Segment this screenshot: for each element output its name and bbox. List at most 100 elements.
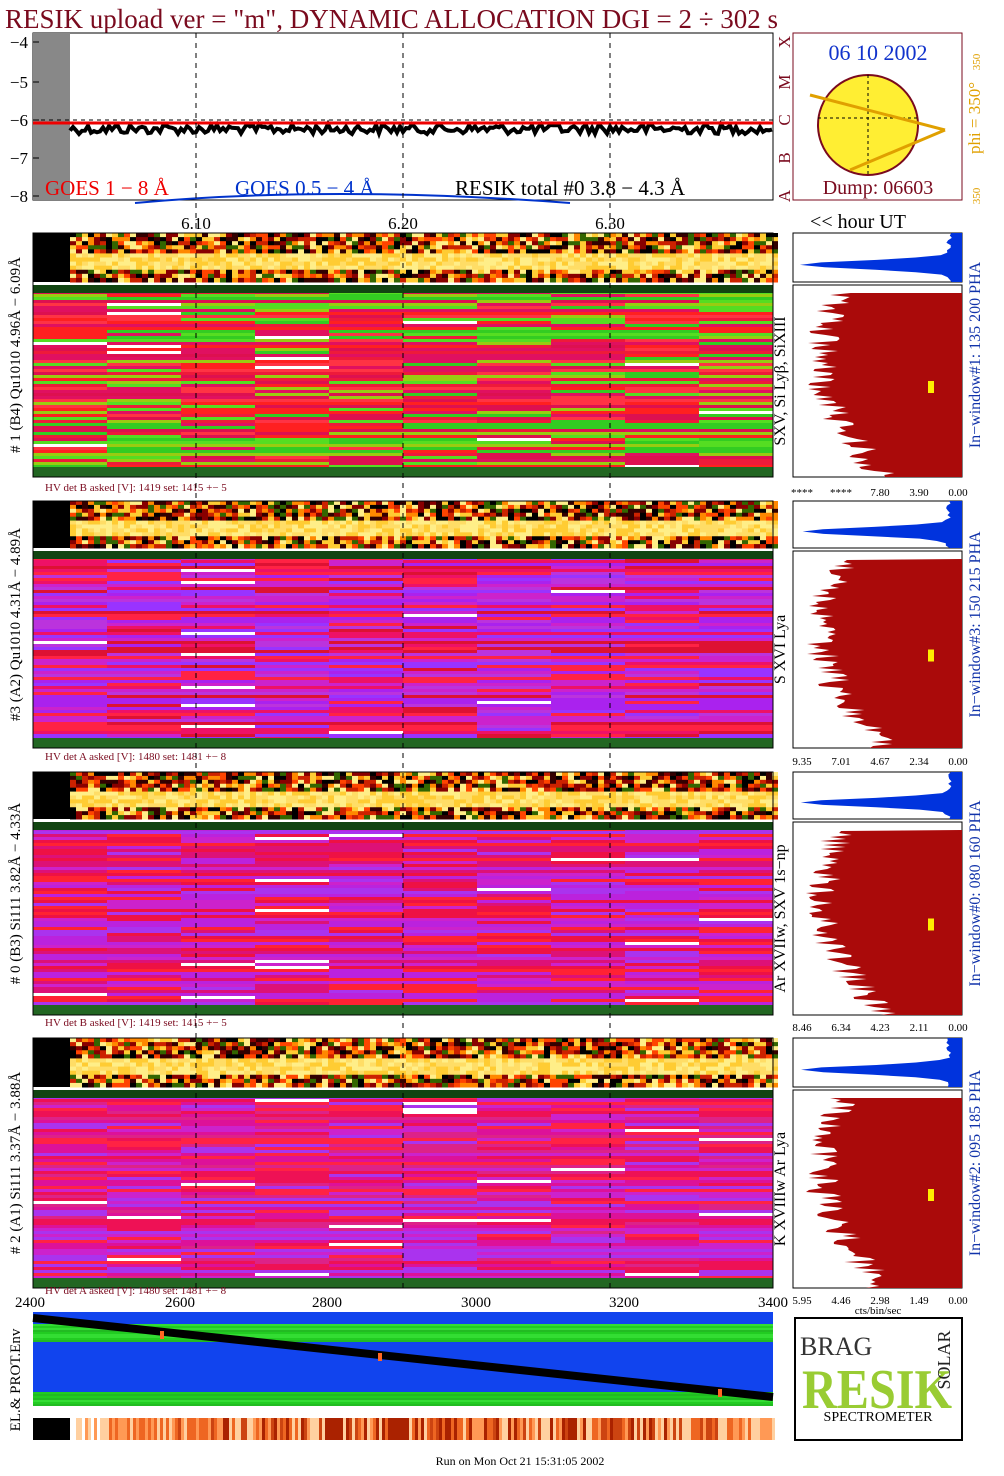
strip-cell [742,265,748,271]
strip-cell [556,791,562,796]
map-cell [625,569,700,573]
map-cell [477,330,552,334]
strip-cell [340,524,346,529]
strip-cell [274,249,280,254]
strip-cell [472,528,478,533]
strip-cell [172,277,178,283]
strip-cell [436,779,442,785]
strip-cell [718,245,724,250]
strip-cell [388,273,394,279]
map-cell [477,360,552,364]
strip-cell [142,779,148,785]
strip-cell [574,233,580,238]
map-cell [699,363,774,367]
strip-cell [772,265,778,271]
strip-cell [88,508,94,514]
strip-cell [358,277,364,283]
map-cell [181,348,256,352]
strip-cell [202,779,208,785]
strip-cell [166,524,172,529]
strip-cell [136,233,142,238]
strip-cell [256,540,262,545]
strip-cell [406,779,412,785]
strip-cell [406,277,412,283]
map-cell [181,420,256,424]
strip-cell [376,249,382,254]
strip-cell [322,269,328,275]
strip-cell [640,233,646,238]
strip-cell [394,237,400,242]
strip-cell [154,795,160,800]
strip-cell [736,241,742,246]
strip-cell [610,249,616,254]
strip-cell [142,504,148,510]
strip-cell [562,512,568,518]
strip-cell [118,241,124,246]
strip-cell [94,508,100,514]
strip-cell [736,233,742,238]
map-cell [477,405,552,409]
strip-cell [634,520,640,525]
strip-cell [214,245,220,250]
map-cell [107,432,182,436]
map-cell [255,342,330,346]
map-cell [477,698,552,702]
strip-cell [436,795,442,800]
strip-cell [160,237,166,242]
strip-cell [208,257,214,263]
map-cell [625,602,700,606]
strip-cell [190,787,196,793]
strip-cell [172,795,178,800]
strip-cell [580,779,586,785]
strip-cell [574,516,580,522]
strip-cell [298,791,304,796]
strip-cell [766,265,772,271]
map-cell [107,408,182,412]
strip-cell [772,532,778,537]
strip-cell [460,520,466,525]
strip-cell [448,501,454,506]
map-cell [625,303,700,307]
strip-cell [340,520,346,525]
strip-cell [670,237,676,242]
map-cell [33,692,108,696]
strip-cell [430,787,436,793]
map-cell [181,617,256,621]
map-cell [329,417,404,421]
map-cell [699,294,774,298]
strip-cell [226,772,232,777]
strip-cell [694,528,700,533]
strip-cell [532,772,538,777]
strip-cell [484,277,490,283]
strip-cell [76,536,82,541]
map-cell [255,360,330,364]
strip-cell [550,791,556,796]
strip-cell [346,241,352,246]
strip-cell [364,772,370,777]
strip-cell [352,269,358,275]
strip-cell [736,779,742,785]
strip-cell [160,257,166,263]
strip-cell [664,528,670,533]
strip-cell [580,772,586,777]
strip-cell [160,245,166,250]
strip-cell [136,791,142,796]
strip-cell [184,532,190,537]
strip-cell [478,512,484,518]
strip-cell [532,245,538,250]
strip-cell [622,269,628,275]
strip-cell [412,237,418,242]
map-cell [329,659,404,663]
map-cell [403,366,478,370]
strip-cell [370,277,376,283]
strip-cell [424,269,430,275]
strip-cell [754,512,760,518]
strip-cell [94,501,100,506]
map-cell [551,306,626,310]
footer: Run on Mon Oct 21 15:31:05 2002 [436,1454,605,1468]
map-cell [477,701,552,705]
strip-cell [100,501,106,506]
map-cell [107,704,182,708]
strip-cell [514,261,520,267]
strip-cell [166,528,172,533]
